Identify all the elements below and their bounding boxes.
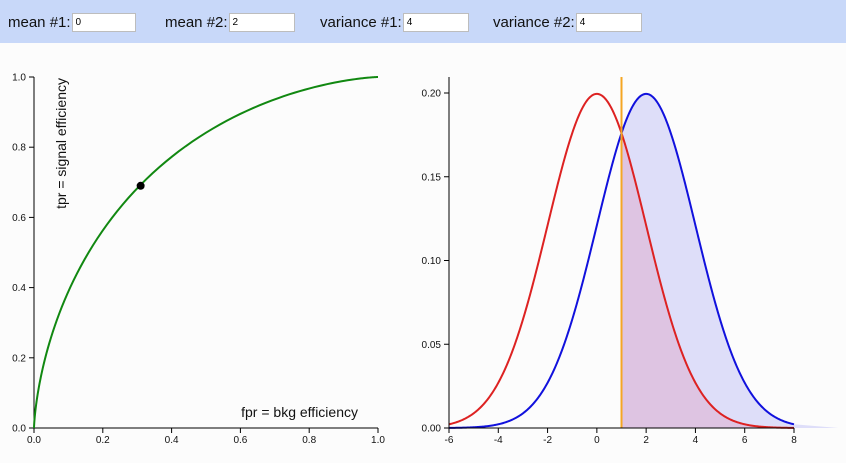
signal-pdf-fill [621,93,839,429]
pdf-x-tick-label: -6 [445,435,454,446]
roc-y-tick-label: 0.0 [12,424,26,435]
mean1-field: mean #1: [8,12,136,32]
pdf-x-tick-label: 2 [643,435,649,446]
mean2-input[interactable] [228,12,295,32]
variance1-field: variance #1: [320,12,469,32]
pdf-y-tick-label: 0.05 [422,340,442,351]
variance1-label: variance #1: [320,13,402,31]
roc-axes: 0.0 0.2 0.4 0.6 0.8 1.0 0.0 0.2 0.4 0.6 0.8 1.0 [12,73,385,447]
roc-x-tick-label: 0.0 [27,435,41,446]
roc-x-tick-label: 0.2 [96,435,110,446]
roc-y-tick-label: 0.4 [12,283,26,294]
variance2-field: variance #2: [493,12,642,32]
pdf-y-tick-label: 0.00 [422,424,442,435]
variance1-input[interactable] [402,12,469,32]
pdf-y-tick-label: 0.10 [422,256,442,267]
roc-y-tick-label: 0.8 [12,143,26,154]
roc-y-tick-label: 1.0 [12,73,26,84]
roc-y-axis-label: tpr = signal efficiency [53,78,69,209]
background-pdf-fill [621,133,794,428]
roc-curve [33,76,379,428]
mean1-label: mean #1: [8,13,71,31]
mean1-input[interactable] [71,12,136,32]
pdf-y-tick-label: 0.15 [422,172,442,183]
pdf-x-tick-label: 6 [742,435,748,446]
roc-y-tick-label: 0.2 [12,353,26,364]
pdf-x-tick-label: -2 [543,435,552,446]
roc-x-tick-label: 1.0 [371,435,385,446]
roc-x-axis-label: fpr = bkg efficiency [241,404,358,420]
roc-x-tick-label: 0.6 [233,435,247,446]
roc-x-tick-label: 0.4 [165,435,179,446]
pdf-axes: -6 -4 -2 0 2 4 6 8 0.00 0.05 0.10 0.15 0.20 [422,77,797,446]
roc-x-tick-label: 0.8 [302,435,316,446]
roc-operating-point[interactable] [136,181,145,190]
pdf-x-tick-label: 4 [693,435,699,446]
pdf-y-tick-label: 0.20 [422,89,442,100]
mean2-field: mean #2: [165,12,295,32]
pdf-x-tick-label: -4 [494,435,503,446]
roc-y-tick-label: 0.6 [12,213,26,224]
parameter-toolbar: mean #1: mean #2: variance #1: variance … [0,0,846,43]
pdf-x-tick-label: 8 [791,435,797,446]
pdf-x-tick-label: 0 [594,435,600,446]
variance2-input[interactable] [575,12,642,32]
variance2-label: variance #2: [493,13,575,31]
mean2-label: mean #2: [165,13,228,31]
